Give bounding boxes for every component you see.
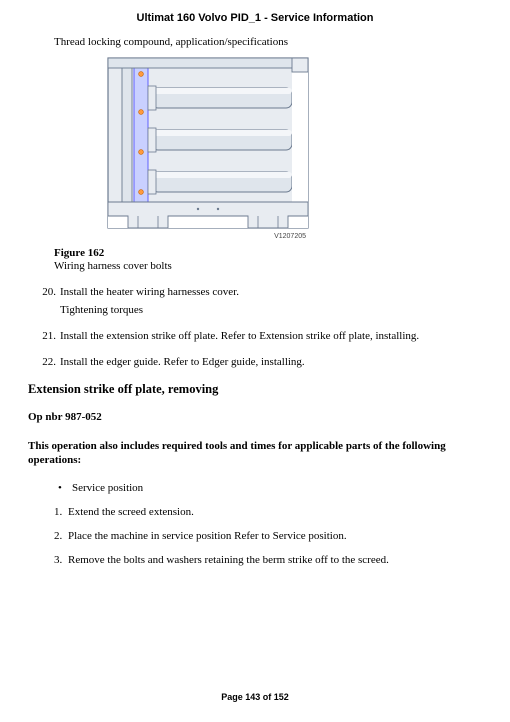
step-subline: Tightening torques [60, 304, 482, 316]
num-text: Remove the bolts and washers retaining t… [68, 554, 389, 566]
step-number: 22. [38, 356, 56, 368]
step-22: 22. Install the edger guide. Refer to Ed… [38, 356, 482, 368]
bullet-item: • Service position [58, 482, 482, 494]
steps-top: 20. Install the heater wiring harnesses … [38, 286, 482, 368]
step-21: 21. Install the extension strike off pla… [38, 330, 482, 342]
step-20: 20. Install the heater wiring harnesses … [38, 286, 482, 316]
bullet-list: • Service position [58, 482, 482, 494]
figure-caption: Wiring harness cover bolts [54, 260, 482, 272]
figure-number: Figure 162 [54, 247, 482, 259]
numbered-list: 1. Extend the screed extension. 2. Place… [54, 506, 482, 566]
num-item-2: 2. Place the machine in service position… [54, 530, 482, 542]
operation-note: This operation also includes required to… [28, 439, 482, 468]
num-text: Place the machine in service position Re… [68, 530, 347, 542]
page-header: Ultimat 160 Volvo PID_1 - Service Inform… [0, 0, 510, 32]
bullet-mark: • [58, 482, 72, 494]
step-text: Install the extension strike off plate. … [60, 330, 482, 342]
bullet-text: Service position [72, 482, 143, 494]
wiring-harness-diagram: V1207205 [98, 52, 318, 242]
page-footer: Page 143 of 152 [0, 692, 510, 702]
step-text: Install the edger guide. Refer to Edger … [60, 356, 482, 368]
op-nbr: Op nbr 987-052 [28, 411, 482, 423]
section-heading: Extension strike off plate, removing [28, 382, 482, 397]
header-title: Ultimat 160 Volvo PID_1 - Service Inform… [137, 12, 374, 24]
num-item-1: 1. Extend the screed extension. [54, 506, 482, 518]
figure-162: V1207205 [98, 52, 318, 245]
figure-id-tag: V1207205 [274, 233, 306, 240]
step-number: 21. [38, 330, 56, 342]
num-mark: 3. [54, 554, 68, 566]
num-item-3: 3. Remove the bolts and washers retainin… [54, 554, 482, 566]
step-text: Install the heater wiring harnesses cove… [60, 286, 482, 316]
footer-text: Page 143 of 152 [221, 692, 289, 702]
step-main-text: Install the heater wiring harnesses cove… [60, 286, 239, 298]
num-text: Extend the screed extension. [68, 506, 194, 518]
intro-text: Thread locking compound, application/spe… [54, 36, 482, 48]
num-mark: 2. [54, 530, 68, 542]
figure-caption-block: Figure 162 Wiring harness cover bolts [54, 247, 482, 272]
num-mark: 1. [54, 506, 68, 518]
page-content: Thread locking compound, application/spe… [0, 36, 510, 566]
step-number: 20. [38, 286, 56, 316]
